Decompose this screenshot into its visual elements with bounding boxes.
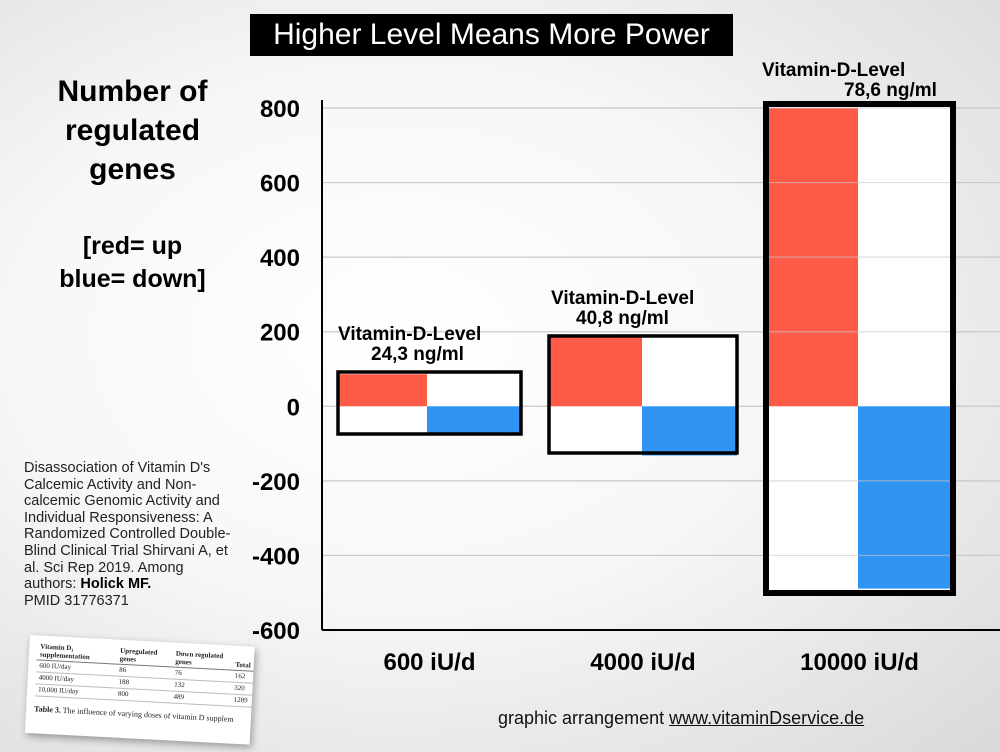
credit-line: graphic arrangement www.vitaminDservice.… [498, 708, 864, 729]
table-caption-bold: Table 3. [33, 704, 62, 715]
x-category-label: 600 iU/d [383, 649, 475, 676]
x-category-label: 10000 iU/d [800, 649, 919, 676]
y-tick-label: 400 [260, 245, 300, 272]
table-cell: 489 [170, 690, 231, 707]
level-label-value: 78,6 ng/ml [844, 80, 937, 101]
source-text: Disassociation of Vitamin D's Calcemic A… [24, 460, 231, 593]
category-box-outline [547, 334, 739, 455]
y-tick-label: 600 [260, 171, 300, 198]
y-tick-label: -200 [252, 469, 300, 496]
y-axis-label-line: Number of [57, 75, 208, 108]
table-cell: 800 [114, 688, 171, 703]
color-legend-note: [red= up blue= down] [20, 230, 245, 296]
level-label-value: 24,3 ng/ml [371, 344, 464, 365]
level-label-title: Vitamin-D-Level [551, 288, 694, 309]
table-cell: 1289 [230, 694, 253, 708]
y-axis-label-line: regulated [64, 114, 201, 147]
table-cell: 162 [231, 670, 254, 684]
bar-up [338, 374, 427, 407]
table-header-cell: Total [232, 651, 255, 672]
category-box-outline [336, 370, 523, 436]
y-tick-label: 200 [260, 320, 300, 347]
y-tick-label: -600 [252, 618, 300, 645]
source-citation: Disassociation of Vitamin D's Calcemic A… [24, 460, 239, 609]
bar-down [858, 406, 953, 589]
category-box-outline [763, 101, 956, 596]
level-label-value: 40,8 ng/ml [576, 308, 669, 329]
y-tick-label: -400 [252, 543, 300, 570]
bar-up [549, 336, 642, 407]
table-excerpt-image: Vitamin D₃ supplementation Upregulated ge… [24, 635, 255, 745]
level-label-title: Vitamin-D-Level [762, 60, 905, 81]
y-axis-label: Number of regulated genes [20, 72, 245, 189]
table-caption: Table 3. The influence of varying doses … [34, 704, 251, 724]
y-tick-label: 0 [287, 394, 300, 421]
credit-url-link[interactable]: www.vitaminDservice.de [669, 708, 865, 728]
source-pmid: PMID 31776371 [24, 592, 129, 609]
table-excerpt: Vitamin D₃ supplementation Upregulated ge… [34, 641, 255, 708]
table-caption-text: The influence of varying doses of vitami… [62, 705, 234, 724]
legend-note-line: [red= up [82, 232, 183, 260]
table-cell: 320 [230, 682, 253, 696]
y-tick-label: 800 [260, 96, 300, 123]
chart-title: Higher Level Means More Power [250, 14, 733, 56]
credit-prefix: graphic arrangement [498, 708, 670, 728]
y-axis-label-line: genes [89, 153, 176, 186]
source-author: Holick MF. [80, 576, 152, 593]
x-category-label: 4000 iU/d [590, 649, 695, 676]
level-label-title: Vitamin-D-Level [338, 324, 481, 345]
bar-down [642, 406, 737, 456]
legend-note-line: blue= down] [59, 265, 206, 293]
bar-down [427, 406, 521, 435]
